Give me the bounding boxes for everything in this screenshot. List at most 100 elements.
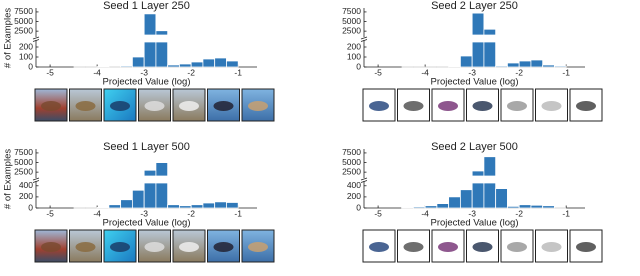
y-tick-label: 5000 bbox=[14, 16, 33, 26]
bar bbox=[459, 55, 473, 68]
x-tick-label: -4 bbox=[93, 208, 101, 218]
x-tick-label: -1 bbox=[234, 67, 242, 77]
y-tick-label: 100 bbox=[19, 51, 33, 61]
x-tick-label: -2 bbox=[187, 67, 195, 77]
x-tick-label: -2 bbox=[187, 208, 195, 218]
bar bbox=[448, 66, 461, 68]
thumbnail-object bbox=[248, 242, 268, 252]
y-tick-label: 0 bbox=[28, 61, 33, 71]
axis-break bbox=[32, 36, 40, 42]
bar bbox=[226, 202, 239, 209]
y-tick-label: 200 bbox=[19, 191, 33, 201]
bar bbox=[495, 188, 508, 209]
y-tick-label: 400 bbox=[347, 180, 361, 190]
thumbnail-object bbox=[438, 242, 458, 252]
thumbnail-object bbox=[179, 101, 199, 111]
y-axis-title: # of Examples bbox=[3, 149, 14, 209]
x-axis-title: Projected Value (log) bbox=[430, 77, 518, 88]
bar bbox=[518, 204, 532, 209]
bar bbox=[530, 204, 544, 209]
thumbnail-object bbox=[403, 101, 424, 111]
thumbnail-object bbox=[144, 242, 165, 252]
thumbnail-object bbox=[576, 101, 596, 111]
bar bbox=[483, 156, 497, 209]
thumbnail-object bbox=[369, 101, 389, 111]
y-tick-label: 200 bbox=[19, 41, 33, 51]
thumbnail-object bbox=[213, 242, 234, 252]
bar bbox=[471, 170, 485, 209]
bar bbox=[542, 64, 555, 68]
y-tick-label: 5000 bbox=[14, 157, 33, 167]
thumbnail-object bbox=[507, 101, 527, 111]
thumbnail-object bbox=[472, 101, 493, 111]
y-tick-label: 2500 bbox=[342, 25, 361, 35]
thumbnail-object bbox=[41, 242, 61, 252]
x-tick-label: -3 bbox=[140, 208, 148, 218]
x-tick-label: -5 bbox=[374, 208, 382, 218]
x-tick-label: -5 bbox=[46, 67, 54, 77]
x-tick-label: -3 bbox=[468, 67, 476, 77]
thumbnail-object bbox=[179, 242, 199, 252]
thumbnail-object bbox=[41, 101, 61, 111]
x-tick-label: -3 bbox=[468, 208, 476, 218]
bar bbox=[108, 204, 122, 209]
bar bbox=[424, 205, 438, 209]
chart-title: Seed 1 Layer 500 bbox=[103, 141, 190, 153]
y-tick-label: 100 bbox=[347, 51, 361, 61]
thumbnail bbox=[466, 88, 499, 122]
x-tick-label: -4 bbox=[421, 67, 429, 77]
y-tick-label: 200 bbox=[347, 191, 361, 201]
x-tick-label: -1 bbox=[234, 208, 242, 218]
x-tick-label: -5 bbox=[46, 208, 54, 218]
x-axis-title: Projected Value (log) bbox=[430, 218, 518, 229]
thumbnail-object bbox=[507, 242, 527, 252]
bar bbox=[507, 62, 520, 68]
x-tick-label: -1 bbox=[562, 67, 570, 77]
bar bbox=[131, 56, 145, 68]
y-tick-label: 2500 bbox=[342, 166, 361, 176]
y-tick-label: 0 bbox=[356, 61, 361, 71]
bar bbox=[483, 28, 497, 68]
bar bbox=[143, 169, 157, 209]
thumbnail-object bbox=[144, 101, 165, 111]
thumbnail-object bbox=[75, 242, 96, 252]
thumbnail-object bbox=[576, 242, 596, 252]
y-tick-label: 200 bbox=[347, 41, 361, 51]
bar bbox=[155, 30, 169, 68]
bar bbox=[214, 57, 227, 68]
bar bbox=[120, 199, 133, 209]
bar bbox=[471, 12, 485, 68]
bar bbox=[214, 201, 227, 209]
y-tick-label: 7500 bbox=[14, 147, 33, 157]
thumbnail-object bbox=[541, 101, 562, 111]
bar bbox=[542, 205, 555, 209]
chart-title: Seed 2 Layer 250 bbox=[431, 0, 518, 12]
bar bbox=[448, 196, 461, 209]
bar bbox=[190, 61, 204, 68]
bar bbox=[120, 65, 133, 68]
x-axis-title: Projected Value (log) bbox=[102, 77, 190, 88]
bar bbox=[202, 58, 216, 68]
bar bbox=[412, 206, 426, 209]
y-axis-title: # of Examples bbox=[3, 8, 14, 68]
thumbnail-object bbox=[213, 101, 234, 111]
chart-title: Seed 1 Layer 250 bbox=[103, 0, 190, 12]
bar bbox=[554, 65, 567, 68]
x-tick-label: -4 bbox=[421, 208, 429, 218]
x-tick-label: -1 bbox=[562, 208, 570, 218]
bar bbox=[401, 207, 414, 209]
bar bbox=[507, 205, 520, 209]
bar bbox=[179, 205, 192, 209]
bar bbox=[143, 13, 157, 68]
bar bbox=[179, 63, 192, 68]
bar bbox=[155, 162, 169, 209]
chart-title: Seed 2 Layer 500 bbox=[431, 141, 518, 153]
bar bbox=[167, 64, 180, 68]
thumbnail-object bbox=[438, 101, 458, 111]
x-tick-label: -2 bbox=[515, 208, 523, 218]
thumbnail-object bbox=[369, 242, 389, 252]
thumbnail-object bbox=[541, 242, 562, 252]
bar bbox=[190, 204, 204, 209]
y-tick-label: 5000 bbox=[342, 16, 361, 26]
